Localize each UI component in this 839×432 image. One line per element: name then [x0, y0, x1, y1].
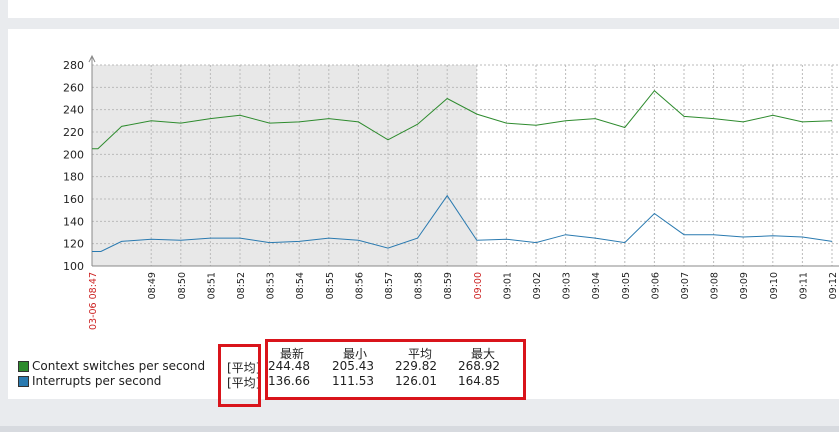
x-tick-label: 09:01	[502, 272, 513, 299]
x-tick-label: 09:05	[621, 272, 632, 299]
x-tick-label: 09:08	[710, 272, 721, 299]
x-tick-label: 08:49	[147, 272, 158, 299]
highlight-box-stats	[265, 339, 526, 400]
y-tick-label: 120	[63, 238, 84, 251]
y-axis-arrow	[88, 54, 96, 63]
x-tick-label: 08:55	[325, 272, 336, 299]
x-tick-label: 09:09	[739, 272, 750, 299]
graph-panel: 100 120 140 160 180 200 220 240 260 280 03-06 08:4…	[8, 29, 839, 407]
y-tick-label: 100	[63, 260, 84, 273]
x-tick-label: 08:57	[384, 272, 395, 299]
legend-label: Context switches per second	[32, 359, 206, 373]
x-tick-label: 08:52	[236, 272, 247, 299]
x-tick-label: 09:07	[680, 272, 691, 299]
x-tick-label: 09:11	[798, 272, 809, 299]
x-tick-label: 09:04	[591, 272, 602, 299]
x-tick-label: 09:12	[828, 272, 839, 299]
x-tick-label: 09:00	[473, 272, 484, 299]
stat-header-min: 最小	[343, 347, 368, 361]
stat-value: 205.43	[332, 359, 374, 373]
y-tick-label: 240	[63, 104, 84, 117]
stat-value: 111.53	[332, 374, 374, 388]
line-chart: 100 120 140 160 180 200 220 240 260 280 03-06 08:4…	[63, 54, 839, 330]
series-line-context-switches	[92, 89, 833, 150]
x-tick-label: 08:50	[177, 272, 188, 299]
top-panel	[8, 0, 839, 18]
shaded-region	[92, 65, 477, 266]
y-tick-label: 260	[63, 81, 84, 94]
legend-swatch-interrupts	[18, 376, 29, 387]
y-tick-label: 180	[63, 171, 84, 184]
x-tick-label: 08:59	[443, 272, 454, 299]
legend-function: [平均]	[227, 376, 261, 390]
y-tick-label: 140	[63, 215, 84, 228]
x-tick-label: 09:06	[650, 272, 661, 299]
series-line-interrupts	[92, 194, 833, 252]
y-tick-label: 160	[63, 193, 84, 206]
stat-value: 164.85	[458, 374, 500, 388]
stat-value: 126.01	[395, 374, 437, 388]
legend-label: Interrupts per second	[32, 374, 162, 388]
legend: Context switches per second Interrupts p…	[18, 359, 228, 389]
x-tick-label: 08:54	[295, 272, 306, 299]
legend-function: [平均]	[227, 361, 261, 375]
stat-header-last: 最新	[280, 347, 305, 361]
x-tick-label: 03-06 08:47	[88, 272, 99, 330]
x-tick-label: 09:10	[769, 272, 780, 299]
stat-value: 136.66	[268, 374, 310, 388]
stat-header-avg: 平均	[408, 347, 433, 361]
x-tick-label: 08:56	[354, 272, 365, 299]
legend-swatch-context-switches	[18, 361, 29, 372]
stat-value: 268.92	[458, 359, 500, 373]
bottom-strip	[0, 426, 839, 432]
stats-table: 最新 最小 平均 最大 244.48 205.43 229.82 268.92 …	[266, 345, 536, 395]
x-tick-label: 09:02	[532, 272, 543, 299]
stat-value: 229.82	[395, 359, 437, 373]
stat-header-max: 最大	[471, 347, 496, 361]
stat-value: 244.48	[268, 359, 310, 373]
x-tick-label: 09:03	[562, 272, 573, 299]
y-tick-label: 200	[63, 148, 84, 161]
x-tick-label: 08:58	[414, 272, 425, 299]
x-tick-label: 08:51	[206, 272, 217, 299]
highlight-box-function	[218, 344, 261, 407]
y-tick-label: 220	[63, 126, 84, 139]
x-tick-label: 08:53	[266, 272, 277, 299]
y-tick-label: 280	[63, 59, 84, 72]
